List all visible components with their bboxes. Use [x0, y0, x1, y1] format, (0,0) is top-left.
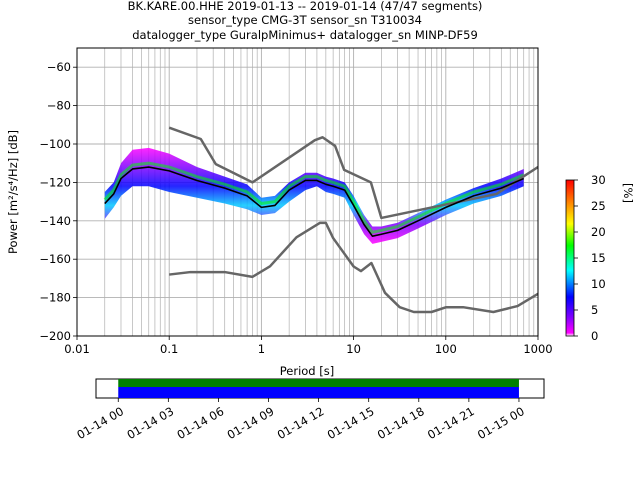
x-axis-label: Period [s] [280, 364, 334, 378]
colorbar-tick-label: 0 [591, 329, 598, 343]
high-noise-model-line [168, 126, 538, 220]
coverage-bar-blue [118, 387, 519, 398]
x-tick-label: 1 [258, 342, 265, 356]
x-tick-label: 100 [435, 342, 457, 356]
colorbar-label: [%] [621, 183, 635, 203]
timeline-tick-label: 01-14 15 [325, 404, 377, 442]
colorbar-tick-label: 25 [591, 199, 606, 213]
colorbar-tick-label: 10 [591, 277, 606, 291]
low-noise-model-line [169, 221, 538, 314]
timeline-tick-label: 01-14 00 [74, 404, 126, 442]
timeline-tick-label: 01-14 12 [275, 404, 327, 442]
timeline-tick-label: 01-14 18 [375, 404, 427, 442]
series-lines [104, 126, 538, 314]
density-band-core [103, 161, 525, 234]
y-axis-label: Power [m²/s⁴/Hz] [dB] [6, 130, 20, 254]
timeline-tick-label: 01-14 09 [225, 404, 277, 442]
x-tick-label: 10 [346, 342, 361, 356]
y-tick-label: −180 [39, 291, 71, 305]
y-tick-label: −200 [39, 329, 71, 343]
plot-frame [76, 47, 539, 337]
colorbar-tick-label: 30 [591, 173, 606, 187]
x-tick-label: 0.1 [160, 342, 178, 356]
timeline-tick-label: 01-14 06 [175, 404, 227, 442]
colorbar-gradient [565, 179, 575, 337]
x-tick-label: 0.01 [64, 342, 90, 356]
colorbar-tick-label: 15 [591, 251, 606, 265]
timeline-tick-label: 01-15 00 [475, 404, 527, 442]
timeline-tick-label: 01-14 21 [425, 404, 477, 442]
y-axis-ticks: −200 −180 −160 −140 −120 −100 −80 −60 [39, 60, 77, 343]
colorbar-ticks: 0 5 10 15 20 25 30 [574, 173, 606, 343]
y-tick-label: −80 [47, 99, 71, 113]
chart-title-line-3: datalogger_type GuralpMinimus+ datalogge… [132, 28, 478, 42]
ppsd-plot-area: 0.01 0.1 1 10 100 1000 −200 −180 −160 −140 −120 −1… [6, 47, 553, 378]
colorbar: 0 5 10 15 20 25 30 [%] [565, 173, 635, 343]
x-tick-label: 1000 [523, 342, 552, 356]
x-axis-ticks: 0.01 0.1 1 10 100 1000 [64, 336, 553, 356]
chart-title-line-1: BK.KARE.00.HHE 2019-01-13 -- 2019-01-14 … [128, 0, 483, 13]
plot-background [77, 48, 538, 336]
timeline-tick-label: 01-14 03 [124, 404, 176, 442]
mean-line [104, 166, 525, 237]
y-tick-label: −120 [39, 175, 71, 189]
coverage-bar-green [118, 379, 519, 387]
y-tick-label: −140 [39, 214, 71, 228]
y-tick-label: −160 [39, 252, 71, 266]
chart-title-line-2: sensor_type CMG-3T sensor_sn T310034 [188, 13, 422, 27]
colorbar-tick-label: 5 [591, 303, 598, 317]
y-tick-label: −100 [39, 137, 71, 151]
y-tick-label: −60 [47, 60, 71, 74]
colorbar-tick-label: 20 [591, 225, 606, 239]
